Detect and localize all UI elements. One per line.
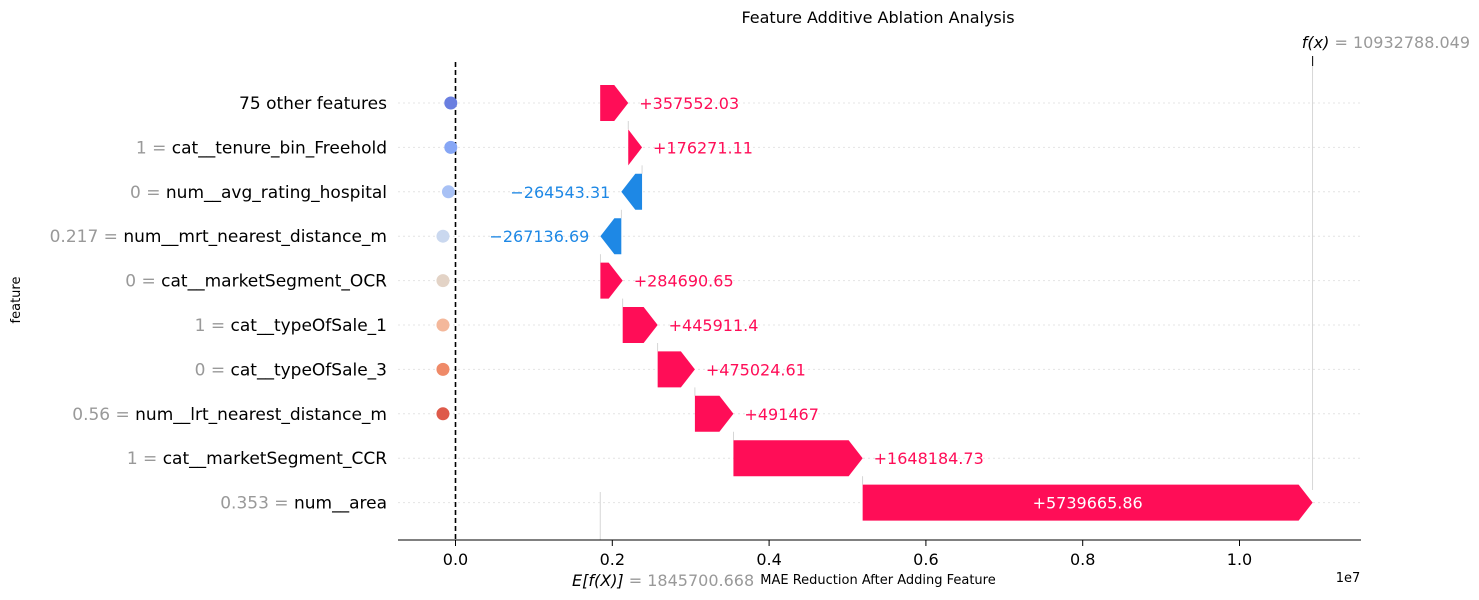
waterfall-bar [600, 85, 629, 121]
feature-label: 1 = cat__marketSegment_CCR [127, 449, 387, 469]
feature-dot [444, 96, 458, 110]
waterfall-bar [733, 440, 863, 477]
chart-title: Feature Additive Ablation Analysis [741, 8, 1014, 27]
x-tick-label: 0.8 [1070, 550, 1095, 569]
x-tick-label: 1.0 [1227, 550, 1252, 569]
feature-dot [436, 229, 450, 243]
feature-name: num__mrt_nearest_distance_m [123, 227, 387, 247]
feature-value-prefix: 1 = [127, 449, 163, 469]
feature-name: cat__marketSegment_CCR [163, 449, 388, 469]
bar-value-label: +5739665.86 [1033, 494, 1143, 513]
feature-name: 75 other features [239, 94, 387, 114]
bar-value-label: +491467 [744, 405, 818, 424]
feature-label: 0.56 = num__lrt_nearest_distance_m [72, 405, 387, 425]
x-axis: 0.0 0.2 0.4 0.6 0.8 1.0 E[f(X)] = 1845700.668 f… [398, 33, 1470, 590]
bar-value-label: +176271.11 [653, 138, 753, 157]
x-scale-label: 1e7 [1336, 571, 1361, 586]
bar-value-label: −264543.31 [510, 183, 610, 202]
waterfall-bar [600, 262, 623, 299]
gridlines [398, 56, 1361, 540]
feature-name: cat__marketSegment_OCR [161, 272, 387, 292]
bars-group: +357552.03 +176271.11 −264543.31 −267136.69… [489, 85, 1313, 521]
feature-name: num__lrt_nearest_distance_m [135, 405, 387, 425]
feature-dot [436, 318, 450, 332]
x-tick-label: 0.2 [600, 550, 625, 569]
feature-dot [436, 274, 450, 288]
feature-label: 75 other features [239, 94, 387, 114]
feature-value-prefix: 1 = [136, 138, 172, 158]
base-value-label: E[f(X)] = 1845700.668 [572, 571, 754, 590]
feature-value-prefix: 0 = [195, 360, 231, 380]
feature-value-prefix: 0.353 = [220, 494, 294, 514]
dots-group [436, 96, 458, 421]
feature-name: cat__typeOfSale_1 [231, 316, 387, 336]
feature-label: 0 = cat__marketSegment_OCR [125, 272, 387, 292]
feature-label: 0.353 = num__area [220, 494, 387, 514]
feature-dot [444, 140, 458, 154]
bar-value-label: −267136.69 [489, 227, 589, 246]
waterfall-bar [600, 218, 622, 255]
feature-name: cat__typeOfSale_3 [231, 360, 387, 380]
feature-value-prefix: 0 = [130, 183, 166, 203]
final-value-label: f(x) = 10932788.049 [1302, 33, 1470, 52]
feature-dot [436, 407, 450, 421]
x-tick-label: 0.0 [443, 550, 468, 569]
final-value-func: f(x) [1302, 33, 1330, 52]
feature-label: 1 = cat__tenure_bin_Freehold [136, 138, 387, 158]
x-axis-label: MAE Reduction After Adding Feature [760, 573, 995, 588]
waterfall-bar [694, 395, 734, 432]
feature-value-prefix: 0.56 = [72, 405, 135, 425]
bar-value-label: +1648184.73 [874, 449, 984, 468]
feature-label: 1 = cat__typeOfSale_1 [195, 316, 387, 336]
feature-labels-group: 75 other features 1 = cat__tenure_bin_Fre… [50, 94, 388, 514]
waterfall-bar [622, 307, 658, 343]
y-axis-label: feature [9, 277, 24, 324]
bar-value-label: +475024.61 [706, 360, 806, 379]
feature-label: 0 = num__avg_rating_hospital [130, 183, 387, 203]
feature-name: num__area [294, 494, 387, 514]
feature-name: num__avg_rating_hospital [166, 183, 387, 203]
feature-value-prefix: 0.217 = [50, 227, 124, 247]
x-tick-label: 0.6 [913, 550, 938, 569]
feature-value-prefix: 1 = [195, 316, 231, 336]
waterfall-bar [621, 173, 643, 210]
feature-name: cat__tenure_bin_Freehold [172, 138, 387, 158]
base-value-func: E[f(X)] [572, 571, 624, 590]
bar-value-label: +284690.65 [634, 272, 734, 291]
bar-value-label: +445911.4 [669, 316, 759, 335]
x-tick-label: 0.4 [756, 550, 781, 569]
base-value-number: = 1845700.668 [624, 571, 754, 590]
waterfall-bar [657, 351, 695, 388]
feature-dot [436, 362, 450, 376]
feature-label: 0 = cat__typeOfSale_3 [195, 360, 387, 380]
bar-value-label: +357552.03 [639, 94, 739, 113]
waterfall-bar [862, 484, 1313, 521]
waterfall-bar [628, 129, 643, 166]
feature-dot [441, 185, 455, 199]
feature-value-prefix: 0 = [125, 272, 161, 292]
feature-label: 0.217 = num__mrt_nearest_distance_m [50, 227, 387, 247]
final-value-number: = 10932788.049 [1329, 33, 1470, 52]
